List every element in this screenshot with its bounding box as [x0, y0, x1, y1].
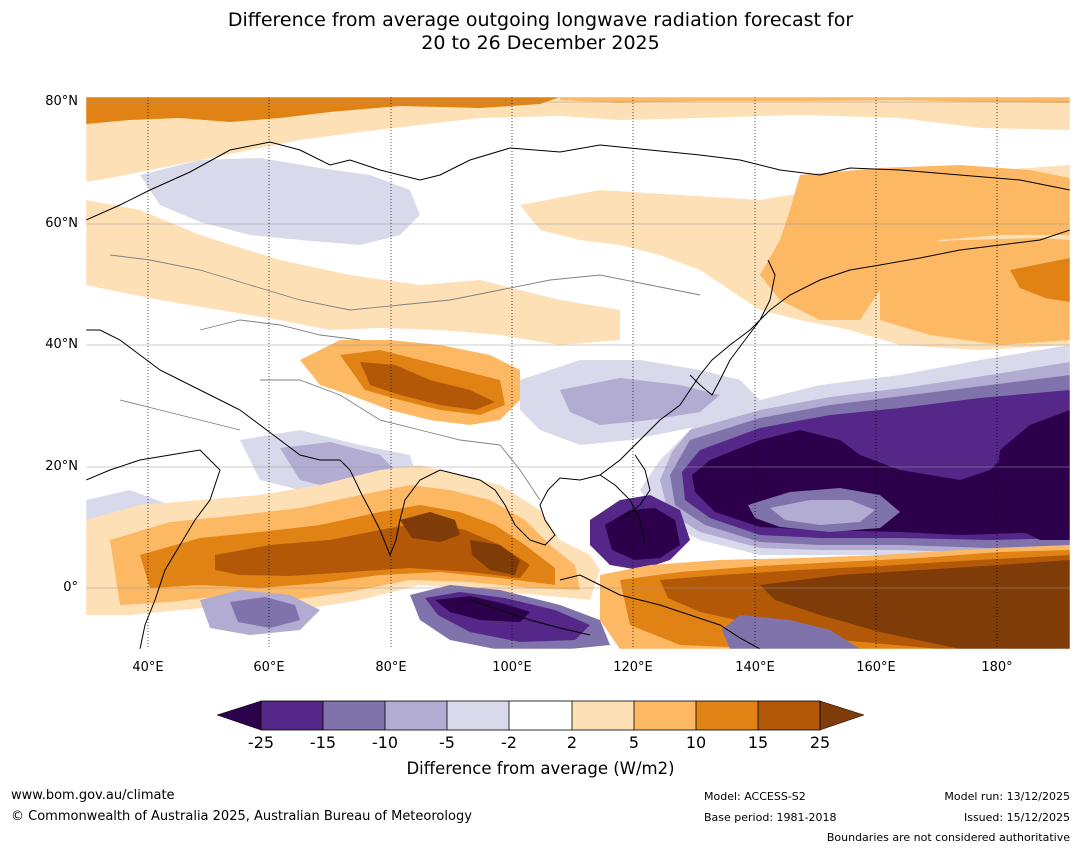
- colorbar-tick: 10: [685, 733, 707, 752]
- model-name: Model: ACCESS-S2: [704, 790, 806, 803]
- country-borders: [109, 254, 701, 501]
- colorbar-tick: -25: [247, 733, 275, 752]
- olr-anomaly-field: [86, 97, 1070, 649]
- lon-label-40e: 40°E: [132, 660, 164, 675]
- pacific-central-weak-negative: [770, 500, 875, 525]
- pacific-east-lobe-negative: [995, 410, 1070, 540]
- lat-label-60n: 60°N: [45, 216, 78, 231]
- tibet-very-strong-positive: [360, 362, 495, 410]
- colorbar-under-arrow: [216, 700, 262, 731]
- arctic-strong-positive: [86, 97, 560, 124]
- colorbar-tick: -2: [501, 733, 517, 752]
- lat-label-20n: 20°N: [45, 459, 78, 474]
- colorbar-tick: 5: [628, 733, 640, 752]
- lat-label-equator: 0°: [63, 580, 78, 595]
- coastlines: [86, 141, 1070, 649]
- siberia-weak-negative: [140, 158, 420, 245]
- map-frame: [85, 96, 1071, 650]
- title-line-1: Difference from average outgoing longwav…: [227, 9, 854, 31]
- colorbar-tick: 15: [747, 733, 769, 752]
- lon-label-120e: 120°E: [613, 660, 653, 675]
- colorbar-bin-4: [447, 701, 509, 730]
- north-australia-negative: [722, 615, 860, 649]
- colorbar-tick: -10: [371, 733, 399, 752]
- colorbar-tick: 2: [566, 733, 578, 752]
- lon-label-140e: 140°E: [735, 660, 775, 675]
- lon-label-160e: 160°E: [856, 660, 896, 675]
- sumatra-java-very-strong-negative: [435, 596, 530, 622]
- colorbar-bin-1: [261, 701, 323, 730]
- south-china-moderate-negative: [560, 378, 720, 425]
- south-china-sea-extreme-positive: [470, 540, 520, 575]
- map-title: Difference from average outgoing longwav…: [0, 9, 1081, 55]
- colorbar-dividers: [322, 701, 759, 730]
- lat-label-40n: 40°N: [45, 337, 78, 352]
- meridians: [147, 97, 998, 649]
- north-pacific-strong-positive: [1010, 258, 1070, 302]
- colorbar-tick: -15: [309, 733, 337, 752]
- website-link[interactable]: www.bom.gov.au/climate: [11, 788, 175, 803]
- central-asia-positive: [86, 200, 620, 345]
- colorbar-bin-9: [758, 701, 820, 730]
- colorbar-bin-3: [385, 701, 447, 730]
- colorbar-bin-5: [509, 701, 572, 730]
- colorbar-frame: [260, 700, 821, 731]
- colorbar-bin-2: [323, 701, 385, 730]
- lat-label-80n: 80°N: [45, 94, 78, 109]
- lon-label-100e: 100°E: [492, 660, 532, 675]
- colorbar-over-arrow: [819, 700, 865, 731]
- colorbar: [216, 700, 865, 731]
- graticule: [86, 101, 1070, 589]
- north-pacific-extra-positive: [880, 238, 1070, 345]
- colorbar-tick: 25: [809, 733, 831, 752]
- colorbar-bin-8: [696, 701, 758, 730]
- arctic-moderate-positive: [560, 97, 1070, 103]
- issued-date: Issued: 15/12/2025: [963, 811, 1070, 824]
- colorbar-label: Difference from average (W/m2): [406, 759, 675, 778]
- arctic-positive-region: [86, 97, 1070, 182]
- base-period: Base period: 1981-2018: [704, 811, 837, 824]
- lon-label-180: 180°: [981, 660, 1013, 675]
- south-indian-ocean-moderate-negative: [230, 597, 300, 628]
- bay-of-bengal-extreme-positive: [400, 512, 460, 542]
- western-pacific-extreme-positive: [760, 560, 1070, 649]
- copyright-text: © Commonwealth of Australia 2025, Austra…: [11, 809, 472, 824]
- lon-label-60e: 60°E: [253, 660, 285, 675]
- boundary-disclaimer: Boundaries are not considered authoritat…: [826, 831, 1070, 844]
- title-line-2: 20 to 26 December 2025: [421, 32, 660, 54]
- colorbar-bin-7: [634, 701, 696, 730]
- model-run-date: Model run: 13/12/2025: [944, 790, 1070, 803]
- lon-label-80e: 80°E: [375, 660, 407, 675]
- colorbar-bin-6: [572, 701, 634, 730]
- colorbar-tick: -5: [439, 733, 455, 752]
- north-pacific-moderate-positive: [760, 165, 1070, 320]
